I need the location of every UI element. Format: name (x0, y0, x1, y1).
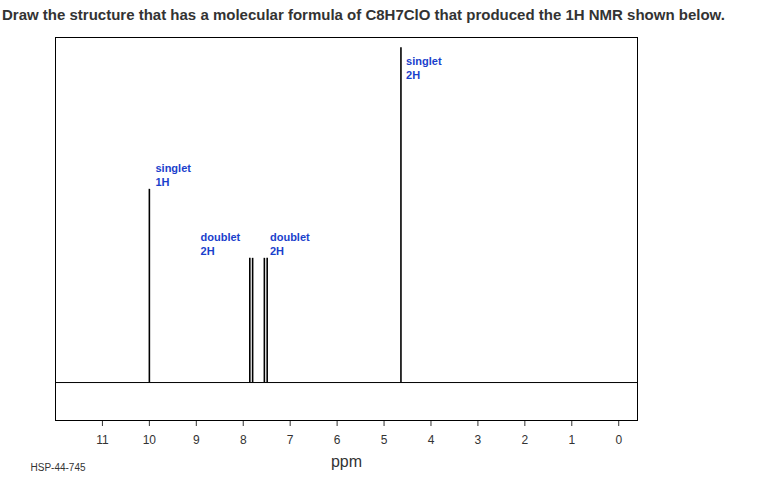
svg-text:singlet1H: singlet1H (155, 162, 191, 188)
html-text:Draw the structure that has a: Draw the structure that has a molecular … (2, 6, 725, 23)
svg-text:8: 8 (240, 433, 247, 447)
svg-text:9: 9 (193, 433, 200, 447)
svg-text:7: 7 (287, 433, 294, 447)
svg-text:11: 11 (96, 433, 109, 447)
svg-text:0: 0 (615, 433, 622, 447)
svg-text:HSP-44-745: HSP-44-745 (31, 462, 86, 473)
svg-text:singlet2H: singlet2H (406, 55, 442, 81)
svg-text:3: 3 (475, 433, 482, 447)
svg-text:1: 1 (568, 433, 575, 447)
svg-text:doublet2H: doublet2H (270, 231, 310, 257)
svg-text:4: 4 (428, 433, 435, 447)
svg-text:5: 5 (381, 433, 388, 447)
svg-text:6: 6 (334, 433, 341, 447)
svg-text:doublet2H: doublet2H (201, 231, 241, 257)
svg-text:2: 2 (522, 433, 529, 447)
svg-text:ppm: ppm (331, 453, 362, 470)
svg-text:10: 10 (143, 433, 157, 447)
